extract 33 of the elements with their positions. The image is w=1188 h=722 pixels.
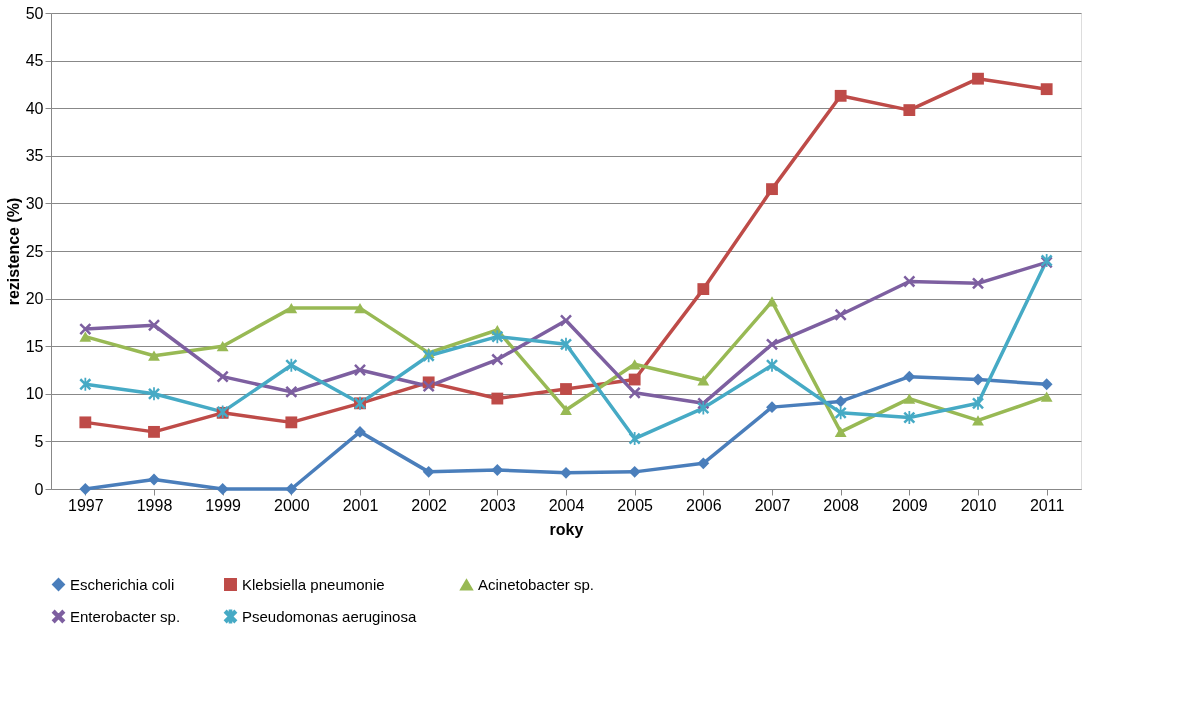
y-tick-label: 45 xyxy=(25,52,44,70)
y-tick-label: 35 xyxy=(25,147,44,165)
x-tick-label: 2007 xyxy=(754,496,791,514)
y-tick-label: 10 xyxy=(25,385,44,403)
legend-label: Pseudomonas aeruginosa xyxy=(242,607,417,625)
x-tick-label: 2009 xyxy=(892,496,928,514)
x-tick-label: 1997 xyxy=(68,496,104,514)
legend-label: Escherichia coli xyxy=(70,575,175,593)
x-tick-label: 2005 xyxy=(617,496,654,514)
x-tick-label: 1999 xyxy=(205,496,242,514)
y-tick-label: 50 xyxy=(25,4,44,22)
x-tick-label: 2006 xyxy=(686,496,722,514)
x-tick-label: 2000 xyxy=(274,496,310,514)
x-tick-label: 2011 xyxy=(1029,496,1065,514)
x-tick-label: 2008 xyxy=(823,496,860,514)
x-tick-label: 2010 xyxy=(960,496,997,514)
y-tick-label: 5 xyxy=(34,432,44,450)
legend-label: Klebsiella pneumonie xyxy=(242,575,385,593)
y-axis-title: rezistence (%) xyxy=(4,197,22,306)
x-axis-title: roky xyxy=(549,520,584,538)
x-tick-label: 2002 xyxy=(411,496,448,514)
x-tick-label: 2003 xyxy=(480,496,516,514)
y-tick-label: 15 xyxy=(25,337,44,355)
x-tick-label: 1998 xyxy=(136,496,173,514)
legend-label: Acinetobacter sp. xyxy=(478,575,594,593)
legend-label: Enterobacter sp. xyxy=(70,607,181,625)
y-tick-label: 0 xyxy=(34,480,44,498)
y-tick-label: 40 xyxy=(25,99,44,117)
y-tick-label: 30 xyxy=(25,194,44,212)
x-tick-label: 2001 xyxy=(342,496,379,514)
y-tick-label: 25 xyxy=(25,242,44,260)
x-tick-label: 2004 xyxy=(548,496,585,514)
y-tick-label: 20 xyxy=(25,290,44,308)
